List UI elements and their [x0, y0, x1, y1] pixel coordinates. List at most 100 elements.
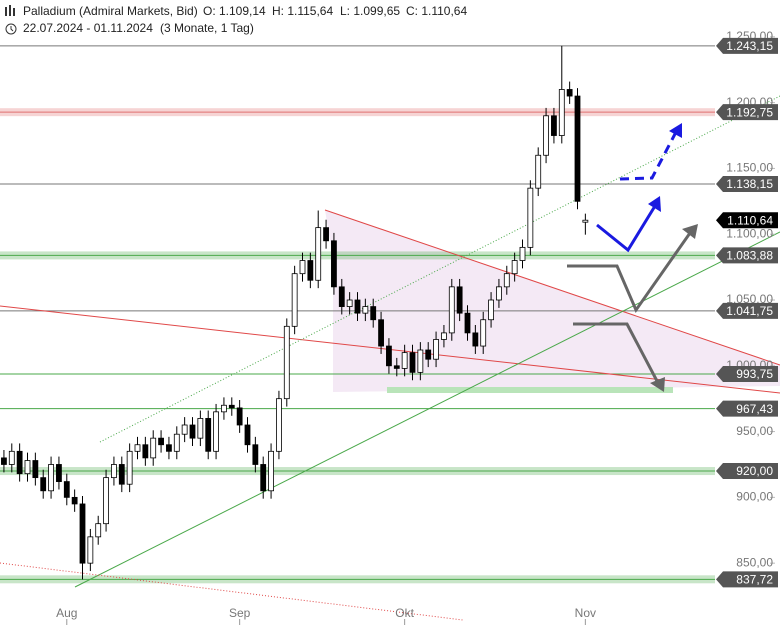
candle-body: [503, 273, 510, 288]
ohlc-high: H: 1.115,64: [272, 4, 333, 18]
price-tag-label: 1.041,75: [726, 304, 773, 318]
header: Palladium (Admiral Markets, Bid) O: 1.10…: [5, 4, 467, 35]
candle-body: [111, 464, 117, 479]
candle-body: [103, 477, 109, 525]
price-tag: [716, 247, 778, 264]
candle-body: [299, 260, 306, 275]
candle-body: [323, 227, 329, 242]
scenario-arrow: [596, 205, 657, 253]
candle-body: [433, 339, 439, 360]
candle-body: [401, 352, 408, 369]
ohlc-open: O: 1.109,14: [203, 4, 266, 18]
candle-body: [370, 306, 377, 321]
candle-body: [228, 404, 235, 409]
x-tick-label: Nov: [575, 606, 596, 620]
candle-body: [205, 418, 212, 452]
candle-body: [315, 227, 322, 281]
candle-body: [32, 460, 39, 479]
candle-body: [425, 349, 432, 360]
candle-body: [307, 260, 314, 281]
trend-line: [324, 209, 780, 366]
y-tick-label: 900,00: [736, 490, 773, 504]
candle-body: [574, 95, 581, 202]
candle-body: [268, 450, 274, 492]
candle-body: [126, 450, 133, 485]
icon: [5, 7, 7, 16]
arrowhead: [669, 123, 682, 138]
support-zone: [387, 387, 673, 393]
price-tag: [716, 571, 778, 588]
candle-body: [221, 404, 227, 413]
price-tag-label: 993,75: [736, 367, 773, 381]
candle-body: [40, 477, 47, 492]
candle-body: [189, 424, 196, 439]
price-tag-label: 967,43: [736, 402, 773, 416]
price-tag: [716, 37, 778, 54]
price-tag: [716, 302, 778, 319]
ohlc-close: C: 1.110,64: [406, 4, 467, 18]
candles: [1, 45, 589, 580]
candle-body: [331, 240, 337, 288]
candle-body: [24, 460, 31, 475]
candle-body: [511, 260, 518, 275]
candle-body: [134, 444, 141, 452]
arrowhead: [650, 377, 665, 392]
candle-body: [496, 286, 502, 301]
icon: [10, 26, 14, 32]
candle-body: [488, 299, 494, 321]
candle-body: [480, 319, 487, 347]
candle-body: [166, 444, 172, 452]
price-tag: [716, 366, 778, 383]
candle-body: [181, 424, 188, 435]
candle-body: [1, 457, 7, 465]
date-range: 22.07.2024 - 01.11.2024: [23, 21, 153, 35]
candle-body: [16, 450, 23, 475]
candle-body: [551, 115, 557, 136]
candle-body: [260, 464, 267, 492]
candle-body: [48, 464, 54, 492]
candle-body: [386, 345, 392, 367]
scenario-arrow: [619, 131, 678, 181]
price-tag: [716, 400, 778, 417]
period: (3 Monate, 1 Tag): [160, 21, 254, 35]
candle-body: [346, 299, 353, 307]
scenario-arrow: [567, 232, 692, 314]
drawings: [325, 210, 780, 393]
candle-body: [448, 286, 455, 334]
price-tag-label: 1.138,15: [726, 177, 773, 191]
candle-body: [543, 115, 549, 156]
y-tick-label: 1.050,00: [726, 292, 773, 306]
price-tags: 1.243,15 1.192,75 1.138,15 1.110,64 1.083,88…: [716, 37, 778, 588]
ohlc-low: L: 1.099,65: [340, 4, 400, 18]
candle-body: [291, 273, 298, 327]
candle-body: [8, 450, 15, 465]
candle-body: [71, 496, 78, 505]
x-tick-label: Aug: [56, 606, 77, 620]
candle-body: [417, 349, 424, 373]
candle-body: [519, 246, 526, 261]
price-tag-label: 1.192,75: [726, 105, 773, 119]
candle-body: [252, 444, 259, 465]
price-tag: [716, 104, 778, 121]
price-tag-label: 1.083,88: [726, 249, 773, 263]
candle-body: [582, 219, 589, 223]
candle-body: [527, 187, 534, 248]
y-tick-label: 950,00: [736, 424, 773, 438]
candle-body: [535, 154, 542, 189]
candle-body: [409, 352, 416, 373]
trend-line: [99, 95, 780, 443]
candle-body: [95, 523, 102, 538]
candle-body: [558, 89, 565, 136]
candle-body: [566, 89, 573, 97]
candle-body: [158, 437, 164, 446]
candle-body: [354, 299, 361, 314]
candle-body: [456, 286, 463, 314]
arrowhead: [648, 196, 661, 212]
candle-body: [338, 286, 345, 307]
candle-body: [441, 332, 447, 340]
icon: [9, 5, 11, 16]
price-tag-label: 1.110,64: [727, 213, 773, 227]
triangle-area: [325, 210, 780, 392]
price-tag: [716, 176, 778, 193]
